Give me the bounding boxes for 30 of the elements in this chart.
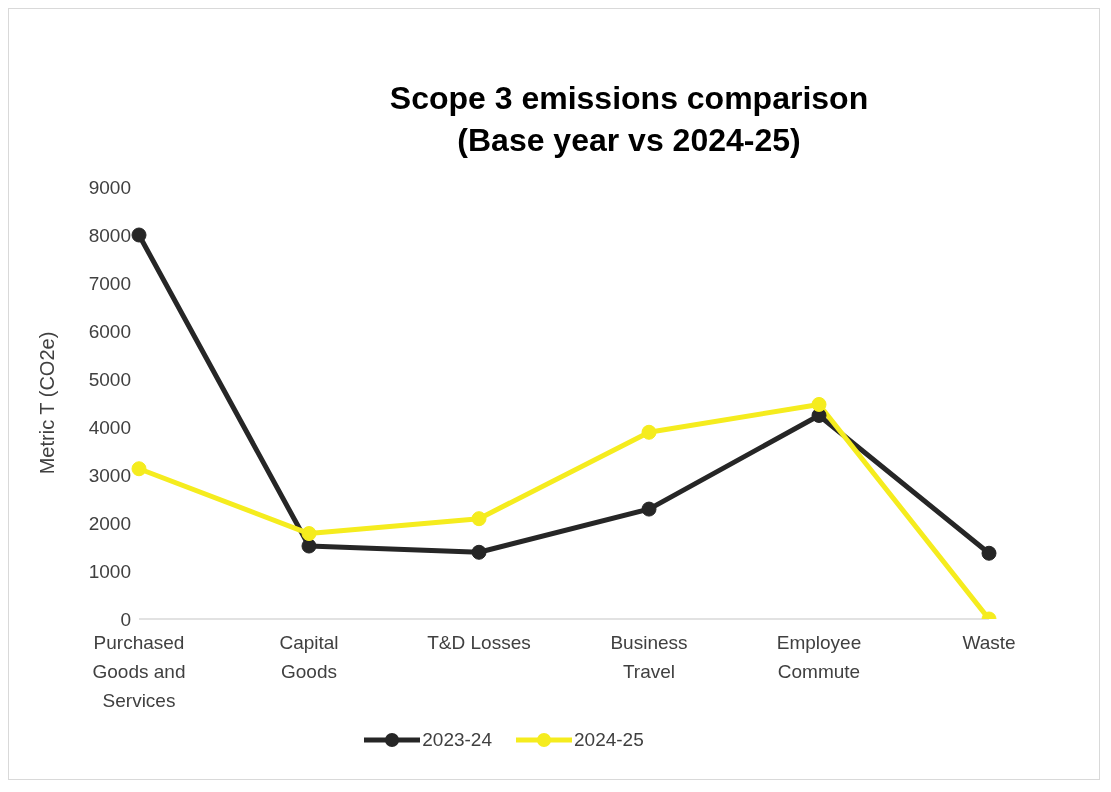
y-axis-title: Metric T (CO2e) xyxy=(36,331,59,475)
point xyxy=(471,511,487,527)
point xyxy=(471,544,487,560)
point xyxy=(641,501,657,517)
y-tick-label: 9000 xyxy=(88,176,131,198)
point xyxy=(981,545,997,561)
y-tick-label: 4000 xyxy=(88,416,131,438)
x-tick-label: Business Travel xyxy=(610,632,688,682)
y-tick-label: 2000 xyxy=(88,512,131,534)
point xyxy=(131,227,147,243)
point xyxy=(641,424,657,440)
x-tick-label: T&D Losses xyxy=(427,632,531,653)
point xyxy=(811,396,827,412)
x-tick-label: Purchased Goods and Services xyxy=(92,632,186,711)
point xyxy=(131,461,147,477)
y-tick-label: 3000 xyxy=(88,464,131,486)
y-tick-label: 0 xyxy=(120,608,131,630)
chart-title: Scope 3 emissions comparison (Base year vs 2024-25) xyxy=(388,79,870,160)
point xyxy=(301,538,317,554)
y-tick-label: 8000 xyxy=(88,224,131,246)
x-tick-label: Employee Commute xyxy=(776,632,862,682)
legend-label: 2024-25 xyxy=(573,729,644,751)
x-tick-label: Capital Goods xyxy=(279,632,339,682)
x-tick-label: Waste xyxy=(962,632,1016,653)
y-tick-label: 7000 xyxy=(88,272,131,294)
point xyxy=(301,526,317,542)
legend-label: 2023-24 xyxy=(421,729,492,751)
y-tick-label: 1000 xyxy=(88,560,131,582)
y-tick-label: 6000 xyxy=(88,320,131,342)
y-tick-label: 5000 xyxy=(88,368,131,390)
